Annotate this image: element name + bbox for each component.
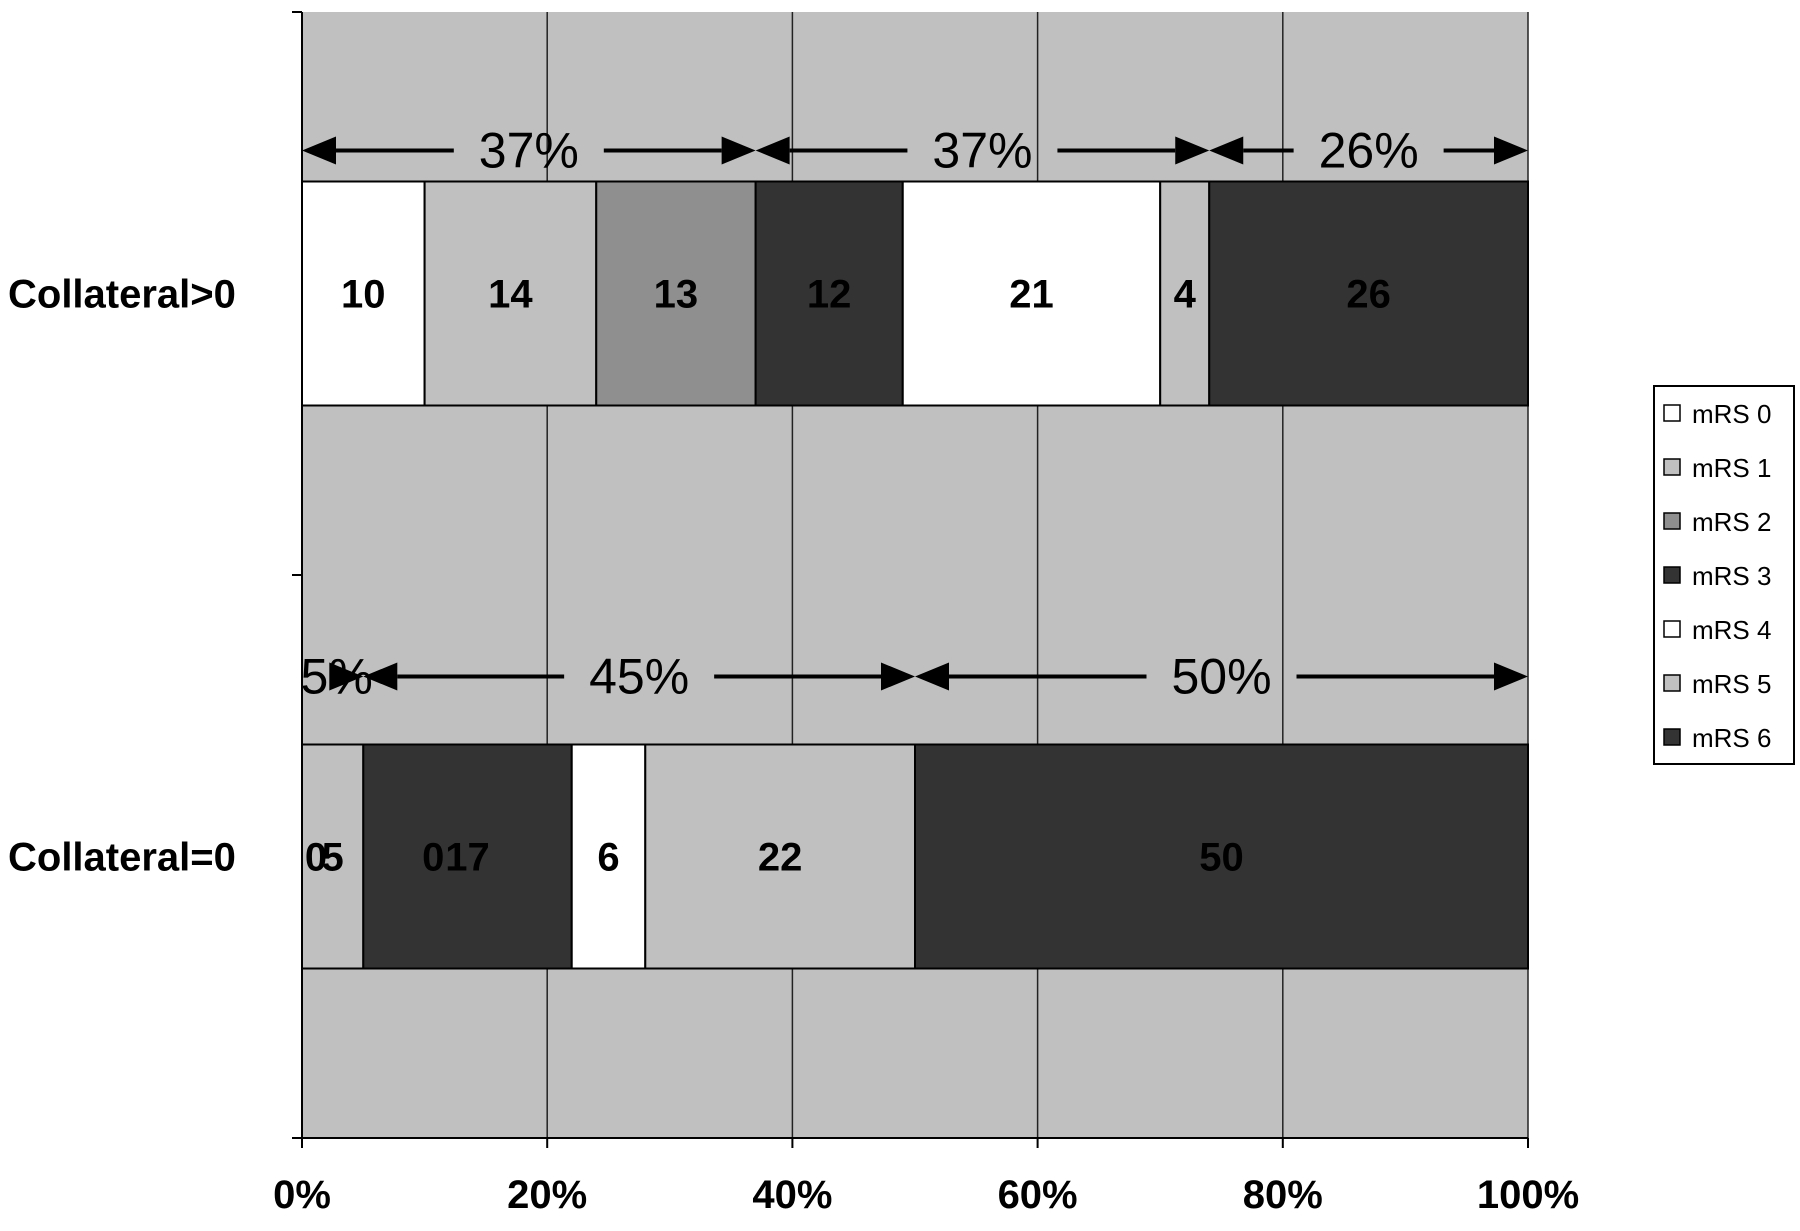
bar-segment [423, 180, 598, 407]
bar-segment [754, 180, 904, 407]
group-annotations: 37% 37% 26% 5% 45% 50% [301, 123, 1528, 705]
legend-swatch [1663, 620, 1681, 638]
arrow-head [329, 662, 364, 691]
arrow-head [721, 136, 756, 165]
data-label: 13 [654, 273, 699, 317]
category-label: Collateral=0 [8, 836, 236, 880]
legend-label: mRS 1 [1692, 453, 1771, 483]
legend-swatch [1663, 458, 1681, 476]
legend-label: mRS 2 [1692, 507, 1771, 537]
arrow-head [302, 136, 336, 165]
data-label: 50 [1199, 836, 1244, 880]
legend-swatch [1663, 512, 1681, 530]
legend-label: mRS 6 [1692, 723, 1771, 753]
data-label: 17 [445, 836, 490, 880]
arrow-head [1209, 136, 1244, 165]
arrow-head [1494, 662, 1528, 691]
arrow-head [881, 662, 915, 691]
legend-label: mRS 0 [1692, 399, 1771, 429]
bar-segment [570, 743, 647, 970]
bar-segment [362, 743, 573, 970]
group-percent-label: 45% [589, 649, 689, 705]
arrow-head [755, 136, 790, 165]
data-label: 0 [422, 836, 444, 880]
x-tick-label: 40% [752, 1173, 832, 1217]
legend-swatch [1663, 674, 1681, 692]
category-label: Collateral>0 [8, 273, 236, 317]
legend-swatch [1663, 404, 1681, 422]
x-tick-label: 80% [1243, 1173, 1323, 1217]
x-tick-label: 100% [1477, 1173, 1579, 1217]
group-percent-label: 37% [479, 123, 579, 179]
x-tick-label: 20% [507, 1173, 587, 1217]
data-label: 5 [322, 836, 344, 880]
arrow-head [1175, 136, 1210, 165]
legend-label: mRS 3 [1692, 561, 1771, 591]
legend-swatch [1663, 566, 1681, 584]
bar-segment [914, 743, 1529, 970]
legend-swatch [1663, 728, 1681, 746]
group-percent-label: 37% [932, 123, 1032, 179]
bar-segment [595, 180, 757, 407]
data-label: 26 [1346, 273, 1391, 317]
category-labels: Collateral>0 Collateral=0 [8, 273, 236, 880]
legend-label: mRS 5 [1692, 669, 1771, 699]
group-percent-label: 50% [1171, 649, 1271, 705]
legend: mRS 0 mRS 1 mRS 2 mRS 3 mRS 4 mRS 5 mRS 6 [1653, 385, 1795, 765]
arrow-head [363, 662, 398, 691]
group-percent-label: 26% [1319, 123, 1419, 179]
bars: 10 14 13 12 21 4 26 5 17 6 22 50 0 0 [301, 180, 1529, 970]
x-tick-labels: 0% 20% 40% 60% 80% 100% [273, 1173, 1579, 1217]
data-label: 14 [488, 273, 533, 317]
x-tick-label: 0% [273, 1173, 331, 1217]
bar-segment [1208, 180, 1529, 407]
data-label: 4 [1174, 273, 1197, 317]
data-label: 10 [341, 273, 386, 317]
data-label: 22 [758, 836, 803, 880]
data-label: 21 [1009, 273, 1054, 317]
legend-label: mRS 4 [1692, 615, 1771, 645]
arrow-head [1494, 136, 1528, 165]
data-label: 0 [305, 836, 327, 880]
bar-segment [301, 180, 426, 407]
x-tick-label: 60% [998, 1173, 1078, 1217]
bar-segment [301, 743, 365, 970]
group-percent-label: 5% [301, 649, 373, 705]
bar-segment [644, 743, 917, 970]
arrow-head [915, 662, 949, 691]
data-label: 12 [807, 273, 852, 317]
data-label: 6 [597, 836, 619, 880]
bar-segment [901, 180, 1162, 407]
